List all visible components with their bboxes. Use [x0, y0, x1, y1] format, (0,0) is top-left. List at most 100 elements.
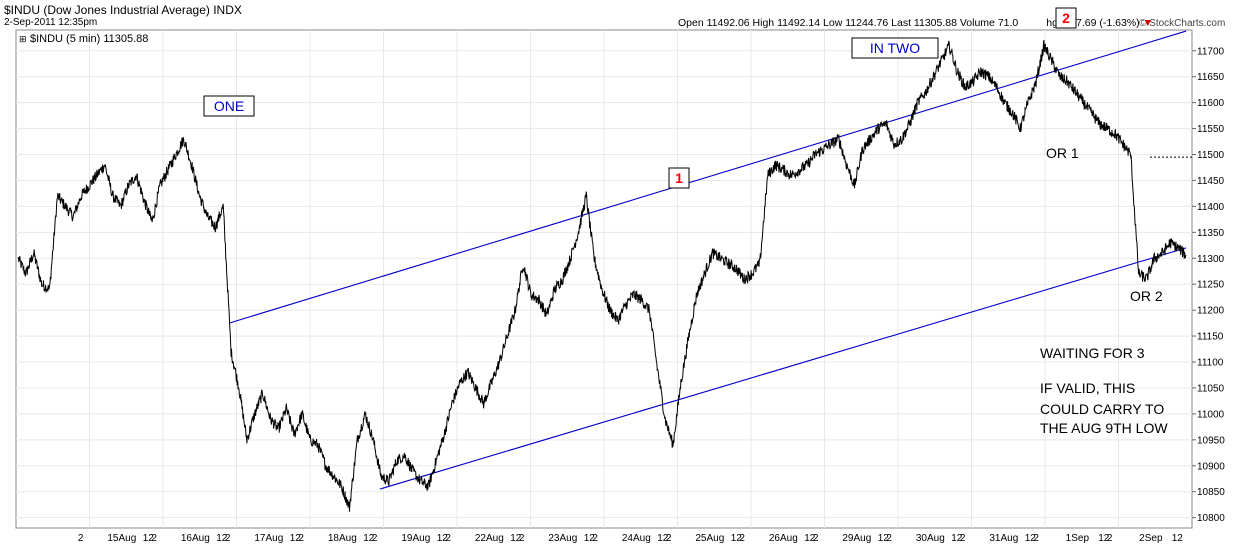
y-tick-label: 11150	[1197, 332, 1224, 343]
x-tick-label: 25Aug	[695, 533, 724, 544]
y-tick-label: 11700	[1197, 46, 1225, 57]
x-tick-label: 2	[225, 533, 231, 544]
x-tick-label: 2Sep	[1139, 533, 1163, 544]
x-tick-label: 2	[1107, 533, 1113, 544]
last-value: 11305.88	[913, 17, 957, 29]
x-tick-label: 2	[298, 533, 304, 544]
x-tick-label: 2	[886, 533, 892, 544]
y-tick-label: 10800	[1197, 513, 1225, 524]
x-tick-label: 31Aug	[989, 533, 1018, 544]
y-tick-label: 11050	[1197, 383, 1225, 394]
change-down-icon: ▼	[1142, 17, 1153, 29]
x-tick-label: 23Aug	[548, 533, 577, 544]
x-tick-label: 2	[372, 533, 378, 544]
volume-value: 71.0	[997, 17, 1019, 29]
x-tick-label: 12	[216, 533, 228, 544]
last-label: Last	[891, 17, 911, 29]
y-tick-label: 11100	[1197, 358, 1224, 369]
low-value: 11244.76	[845, 17, 889, 29]
x-tick-label: 2	[960, 533, 966, 544]
change-label: hg	[1046, 17, 1058, 29]
x-tick-label: 19Aug	[401, 533, 430, 544]
x-tick-label: 12	[363, 533, 375, 544]
annotation-text: 2	[1062, 10, 1070, 26]
annotation-text: COULD CARRY TO	[1040, 401, 1164, 417]
y-tick-label: 11200	[1197, 306, 1225, 317]
volume-label: Volume	[959, 17, 995, 29]
high-value: 11492.14	[777, 17, 821, 29]
annotations: ONE IN TWO 1 2 OR 1 OR 2 WAITING FOR 3 IF VALID…	[203, 7, 1168, 436]
annotation-text: ONE	[214, 98, 244, 114]
grid	[16, 30, 1192, 528]
x-tick-label: 2	[445, 533, 451, 544]
y-tick-label: 11300	[1197, 254, 1225, 265]
annotation-text: THE AUG 9TH LOW	[1040, 420, 1168, 436]
annotation-box	[668, 167, 690, 189]
x-tick-label: 2	[78, 533, 84, 544]
open-value: 11492.06	[706, 17, 750, 29]
chart-date: 2-Sep-2011 12:35pm	[4, 17, 98, 28]
x-tick-label: 12	[437, 533, 449, 544]
x-tick-label: 30Aug	[916, 533, 945, 544]
y-tick-label: 11650	[1197, 72, 1225, 83]
y-axis: 10800 10850 10900 10950 11000 11050 11100 11150…	[1192, 46, 1225, 524]
x-tick-label: 2	[151, 533, 157, 544]
trendlines	[228, 30, 1187, 490]
y-tick-label: 11250	[1197, 280, 1225, 291]
x-tick-label: 2	[1033, 533, 1039, 544]
x-tick-label: 12	[951, 533, 963, 544]
x-tick-label: 24Aug	[622, 533, 651, 544]
open-label: Open	[678, 17, 704, 29]
x-tick-label: 2	[739, 533, 745, 544]
x-tick-label: 12	[804, 533, 816, 544]
x-tick-label: 12	[878, 533, 890, 544]
annotation-text: 1	[675, 170, 683, 186]
y-tick-label: 10950	[1197, 435, 1225, 446]
x-tick-label: 22Aug	[475, 533, 504, 544]
x-axis: 2 15Aug 122 16Aug 122 17Aug 122 18Aug 122 19Aug 12…	[78, 533, 1183, 544]
x-tick-label: 12	[731, 533, 743, 544]
ohlc-readout: Open 11492.06 High 11492.14 Low 11244.76…	[678, 17, 1153, 29]
annotation-box	[1055, 7, 1077, 29]
annotation-text: WAITING FOR 3	[1040, 345, 1145, 361]
x-tick-label: 12	[657, 533, 669, 544]
x-tick-label: 12	[1025, 533, 1037, 544]
x-tick-label: 18Aug	[328, 533, 357, 544]
x-tick-label: 12	[290, 533, 302, 544]
y-tick-label: 11350	[1197, 228, 1225, 239]
y-tick-label: 10900	[1197, 461, 1225, 472]
y-tick-label: 11600	[1197, 98, 1225, 109]
annotation-text: IN TWO	[870, 40, 920, 56]
series-label: $INDU (5 min) 11305.88	[30, 33, 148, 45]
x-tick-label: 12	[584, 533, 596, 544]
x-tick-label: 12	[1098, 533, 1110, 544]
high-label: High	[752, 17, 775, 29]
x-tick-label: 2	[666, 533, 672, 544]
x-tick-label: 2	[592, 533, 598, 544]
x-tick-label: 16Aug	[181, 533, 210, 544]
legend-icon: ⊞	[19, 34, 27, 44]
y-tick-label: 11550	[1197, 124, 1225, 135]
y-tick-label: 11450	[1197, 176, 1225, 187]
trendline	[228, 30, 1187, 324]
x-tick-label: 12	[510, 533, 522, 544]
x-tick-label: 17Aug	[254, 533, 283, 544]
y-tick-label: 11500	[1197, 150, 1225, 161]
x-tick-label: 2	[519, 533, 525, 544]
change-value: -187.69 (-1.63%)	[1060, 17, 1140, 29]
y-tick-label: 10850	[1197, 487, 1225, 498]
x-tick-label: 12	[1172, 533, 1184, 544]
annotation-box	[203, 95, 255, 117]
annotation-text: IF VALID, THIS	[1040, 380, 1135, 396]
trendline	[379, 247, 1187, 490]
x-tick-label: 15Aug	[107, 533, 136, 544]
annotation-text: OR 2	[1130, 288, 1163, 304]
annotation-text: OR 1	[1046, 145, 1079, 161]
x-tick-label: 12	[143, 533, 155, 544]
annotation-box	[851, 37, 939, 59]
series-legend: ⊞ $INDU (5 min) 11305.88	[19, 33, 148, 45]
chart-title: $INDU (Dow Jones Industrial Average) IND…	[4, 3, 242, 17]
price-line	[17, 39, 1187, 512]
y-tick-label: 11000	[1197, 409, 1225, 420]
